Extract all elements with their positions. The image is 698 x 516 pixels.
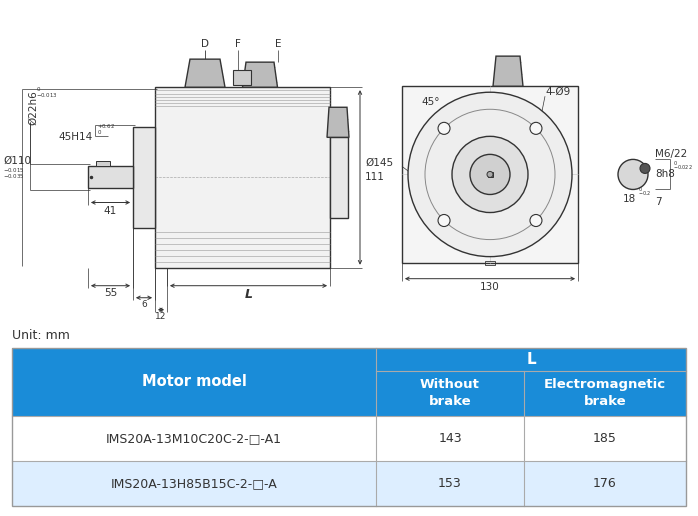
Text: E: E bbox=[275, 39, 281, 49]
Text: L: L bbox=[526, 351, 536, 366]
Text: L: L bbox=[244, 288, 253, 301]
Polygon shape bbox=[185, 59, 225, 87]
Text: 130: 130 bbox=[480, 282, 500, 292]
Bar bbox=[12, 348, 686, 506]
Text: Ø110: Ø110 bbox=[3, 155, 31, 166]
Text: $^{-0.015}_{-0.035}$: $^{-0.015}_{-0.035}$ bbox=[3, 166, 24, 181]
Text: 6: 6 bbox=[141, 300, 147, 309]
Circle shape bbox=[438, 122, 450, 134]
Text: F: F bbox=[235, 39, 241, 49]
Bar bbox=[233, 70, 251, 85]
Text: Ø145: Ø145 bbox=[365, 157, 393, 167]
Bar bbox=[12, 416, 686, 461]
Text: 8h8: 8h8 bbox=[655, 169, 675, 180]
Text: $^{0}_{-0.022}$: $^{0}_{-0.022}$ bbox=[673, 160, 692, 173]
Text: 45°: 45° bbox=[422, 97, 440, 107]
Text: IMS20A-13M10C20C-2-□-A1: IMS20A-13M10C20C-2-□-A1 bbox=[106, 432, 282, 445]
Circle shape bbox=[408, 92, 572, 256]
Polygon shape bbox=[493, 56, 523, 86]
Bar bbox=[155, 87, 330, 268]
Polygon shape bbox=[327, 107, 349, 137]
Text: Without
brake: Without brake bbox=[420, 378, 480, 408]
Bar bbox=[96, 162, 110, 166]
Bar bbox=[376, 348, 686, 370]
Text: 143: 143 bbox=[438, 432, 462, 445]
Text: 176: 176 bbox=[593, 477, 617, 490]
Bar bbox=[402, 86, 578, 263]
Bar bbox=[376, 370, 686, 416]
Text: $^{0}_{-0.2}$: $^{0}_{-0.2}$ bbox=[638, 186, 651, 199]
Text: 4-Ø9: 4-Ø9 bbox=[545, 87, 570, 97]
Text: D: D bbox=[201, 39, 209, 49]
Text: 12: 12 bbox=[156, 312, 167, 321]
Circle shape bbox=[618, 159, 648, 189]
Text: 41: 41 bbox=[104, 205, 117, 216]
Circle shape bbox=[530, 215, 542, 227]
Text: M6/22: M6/22 bbox=[655, 149, 688, 159]
Text: 18: 18 bbox=[623, 195, 637, 204]
Text: 55: 55 bbox=[104, 288, 117, 298]
Text: $^{0}_{-0.013}$: $^{0}_{-0.013}$ bbox=[36, 85, 57, 100]
Circle shape bbox=[470, 154, 510, 195]
Bar bbox=[133, 127, 155, 228]
Ellipse shape bbox=[640, 164, 650, 173]
Text: Electromagnetic
brake: Electromagnetic brake bbox=[544, 378, 666, 408]
Polygon shape bbox=[242, 62, 278, 87]
Text: Motor model: Motor model bbox=[142, 374, 246, 389]
Text: 7: 7 bbox=[655, 198, 662, 207]
Bar bbox=[12, 348, 376, 416]
Text: 45H14: 45H14 bbox=[58, 132, 92, 142]
Bar bbox=[485, 261, 495, 265]
Circle shape bbox=[530, 122, 542, 134]
Bar bbox=[330, 137, 348, 218]
Text: 111: 111 bbox=[365, 172, 385, 183]
Text: $^{+0.62}_{0}$: $^{+0.62}_{0}$ bbox=[97, 122, 115, 137]
Text: Unit: mm: Unit: mm bbox=[12, 329, 70, 342]
Bar bbox=[88, 166, 133, 188]
Bar bbox=[487, 172, 493, 177]
Text: 185: 185 bbox=[593, 432, 617, 445]
Circle shape bbox=[487, 171, 493, 178]
Text: 153: 153 bbox=[438, 477, 462, 490]
Text: Ø22h6: Ø22h6 bbox=[28, 90, 38, 125]
Circle shape bbox=[452, 136, 528, 213]
Circle shape bbox=[438, 215, 450, 227]
Bar bbox=[12, 461, 686, 506]
Text: IMS20A-13H85B15C-2-□-A: IMS20A-13H85B15C-2-□-A bbox=[110, 477, 277, 490]
